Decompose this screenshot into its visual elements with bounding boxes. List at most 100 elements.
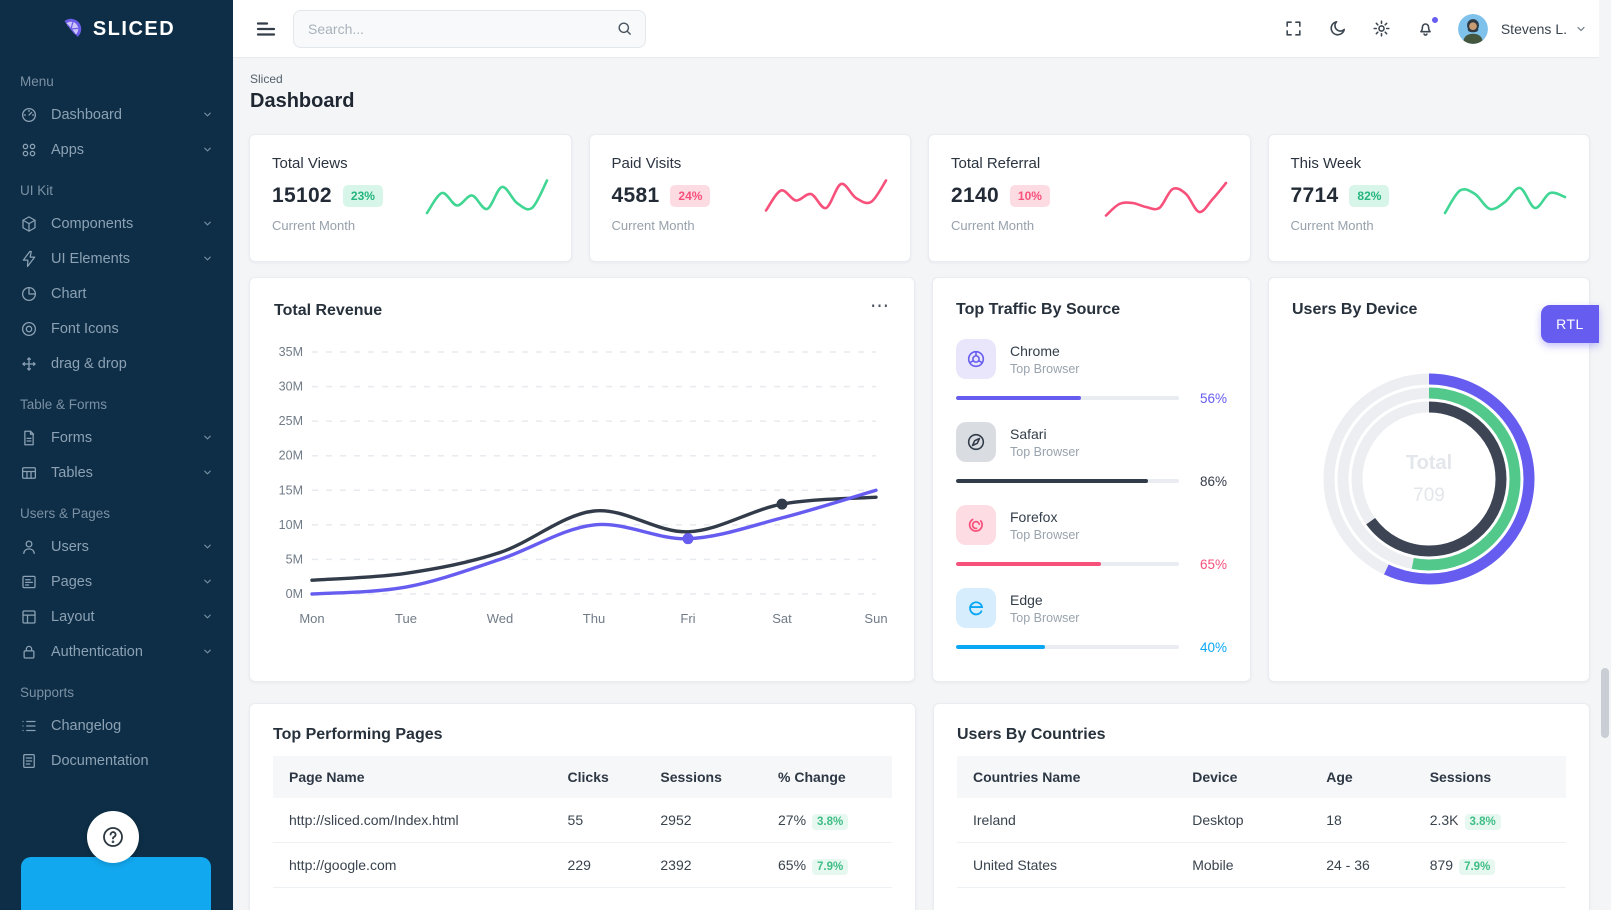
chevron-down-icon: [202, 576, 213, 587]
stat-title: Total Views: [272, 155, 348, 172]
sidebar-toggle-button[interactable]: [252, 15, 280, 43]
sidebar-section-label: Supports: [20, 685, 75, 700]
sidebar-item-label: Dashboard: [51, 106, 122, 123]
chevron-down-icon: [202, 144, 213, 155]
help-promo-card[interactable]: [21, 857, 211, 910]
card-menu-button[interactable]: ⋯: [870, 297, 890, 316]
sidebar-item-dashboard[interactable]: Dashboard: [0, 97, 233, 132]
sidebar-item-ui-elements[interactable]: UI Elements: [0, 241, 233, 276]
traffic-item-forefox: Forefox Top Browser 65%: [956, 505, 1227, 572]
progress-track: [956, 479, 1179, 483]
traffic-percent: 65%: [1199, 556, 1227, 572]
sidebar: SLICED Menu Dashboard Apps UI Kit Components…: [0, 0, 233, 910]
safari-icon: [956, 422, 996, 462]
sidebar-item-chart[interactable]: Chart: [0, 276, 233, 311]
sidebar-item-label: drag & drop: [51, 355, 127, 372]
main-content: Sliced Dashboard Total Views 15102 23% C…: [233, 58, 1611, 910]
table-body: http://sliced.com/Index.html 55 2952 27% 3.8…: [273, 798, 892, 888]
table-header: Page Name Clicks Sessions% Change: [273, 756, 892, 798]
sidebar-item-drag-drop[interactable]: drag & drop: [0, 346, 233, 381]
notifications-button[interactable]: [1414, 16, 1439, 40]
brand-logo[interactable]: SLICED: [0, 0, 233, 58]
navbar-actions: Stevens L.: [1282, 13, 1587, 44]
sidebar-item-layout[interactable]: Layout: [0, 599, 233, 634]
chevron-down-icon: [202, 432, 213, 443]
help-button[interactable]: [87, 811, 139, 863]
table-row: United States Mobile 24 - 36 879 7.9%: [957, 842, 1566, 888]
stat-cards-row: Total Views 15102 23% Current Month Paid…: [249, 134, 1590, 262]
sidebar-item-tables[interactable]: Tables: [0, 455, 233, 490]
sidebar-nav: Menu Dashboard Apps UI Kit Components UI Elem…: [0, 58, 233, 778]
sidebar-item-authentication[interactable]: Authentication: [0, 634, 233, 669]
table-cell: Ireland: [957, 798, 1177, 843]
change-badge: 7.9%: [1459, 859, 1496, 875]
gear-icon: [1372, 19, 1391, 38]
layout-icon: [20, 608, 38, 626]
svg-text:Sat: Sat: [772, 611, 792, 626]
stat-sparkline: [762, 166, 890, 233]
table-cell: 65% 7.9%: [762, 842, 892, 888]
table-header: Countries Name Device Age Sessions: [957, 756, 1566, 798]
sidebar-item-label: Documentation: [51, 752, 149, 769]
svg-text:25M: 25M: [279, 414, 303, 428]
sidebar-item-label: Forms: [51, 429, 93, 446]
sidebar-item-label: Components: [51, 215, 134, 232]
traffic-percent: 56%: [1199, 390, 1227, 406]
table-cell: Mobile: [1176, 842, 1311, 888]
search-icon[interactable]: [616, 20, 633, 37]
traffic-item-chrome: Chrome Top Browser 56%: [956, 339, 1227, 406]
sidebar-item-forms[interactable]: Forms: [0, 420, 233, 455]
authentication-icon: [20, 643, 38, 661]
rtl-toggle-button[interactable]: RTL: [1541, 305, 1599, 343]
stat-caption: Current Month: [272, 218, 356, 233]
sidebar-item-label: Pages: [51, 573, 93, 590]
device-donut-chart: [1313, 363, 1545, 600]
svg-text:Sun: Sun: [864, 611, 887, 626]
table-cell: Desktop: [1176, 798, 1311, 843]
table-cell: 2392: [644, 842, 762, 888]
user-avatar[interactable]: [1457, 13, 1488, 44]
sidebar-item-apps[interactable]: Apps: [0, 132, 233, 167]
svg-text:20M: 20M: [279, 449, 303, 463]
table-body: Ireland Desktop 18 2.3K 3.8% United States Mob…: [957, 798, 1566, 888]
settings-button[interactable]: [1370, 17, 1393, 40]
sidebar-item-changelog[interactable]: Changelog: [0, 708, 233, 743]
svg-text:Fri: Fri: [680, 611, 695, 626]
sidebar-item-font-icons[interactable]: Font Icons: [0, 311, 233, 346]
fullscreen-button[interactable]: [1282, 17, 1305, 40]
stat-badge: 23%: [342, 185, 383, 207]
table-cell: United States: [957, 842, 1177, 888]
svg-text:15M: 15M: [279, 483, 303, 497]
sidebar-item-pages[interactable]: Pages: [0, 564, 233, 599]
chevron-down-icon[interactable]: [1575, 23, 1587, 35]
firefox-icon: [956, 505, 996, 545]
stat-card-info: Total Referral 2140 10% Current Month: [951, 155, 1050, 243]
traffic-text: Edge Top Browser: [1010, 592, 1079, 625]
stat-title: This Week: [1290, 155, 1362, 172]
sidebar-item-documentation[interactable]: Documentation: [0, 743, 233, 778]
devices-title: Users By Device: [1292, 301, 1418, 318]
sidebar-item-label: UI Elements: [51, 250, 130, 267]
users-icon: [20, 538, 38, 556]
traffic-source-name: Chrome: [1010, 342, 1060, 359]
table-row: Ireland Desktop 18 2.3K 3.8%: [957, 798, 1566, 843]
traffic-source-name: Forefox: [1010, 508, 1058, 525]
table-cell: 229: [551, 842, 645, 888]
brand-name: SLICED: [92, 17, 176, 40]
stat-card-total-referral: Total Referral 2140 10% Current Month: [928, 134, 1251, 262]
users-by-countries-table: Countries Name Device Age Sessions Ireland D…: [957, 756, 1566, 888]
traffic-list: Chrome Top Browser 56% Safari Top Browse…: [956, 339, 1227, 655]
traffic-percent: 86%: [1199, 473, 1227, 489]
sidebar-item-components[interactable]: Components: [0, 206, 233, 241]
table-row: http://sliced.com/Index.html 55 2952 27% 3.8…: [273, 798, 892, 843]
apps-icon: [20, 141, 38, 159]
progress-track: [956, 562, 1179, 566]
scrollbar[interactable]: [1599, 0, 1611, 910]
fullscreen-icon: [1284, 19, 1303, 38]
dark-mode-button[interactable]: [1326, 17, 1349, 40]
search-input[interactable]: [308, 20, 616, 37]
scrollbar-thumb[interactable]: [1601, 668, 1609, 738]
sidebar-item-users[interactable]: Users: [0, 529, 233, 564]
traffic-source-sub: Top Browser: [1010, 444, 1080, 459]
user-name[interactable]: Stevens L.: [1500, 20, 1567, 37]
